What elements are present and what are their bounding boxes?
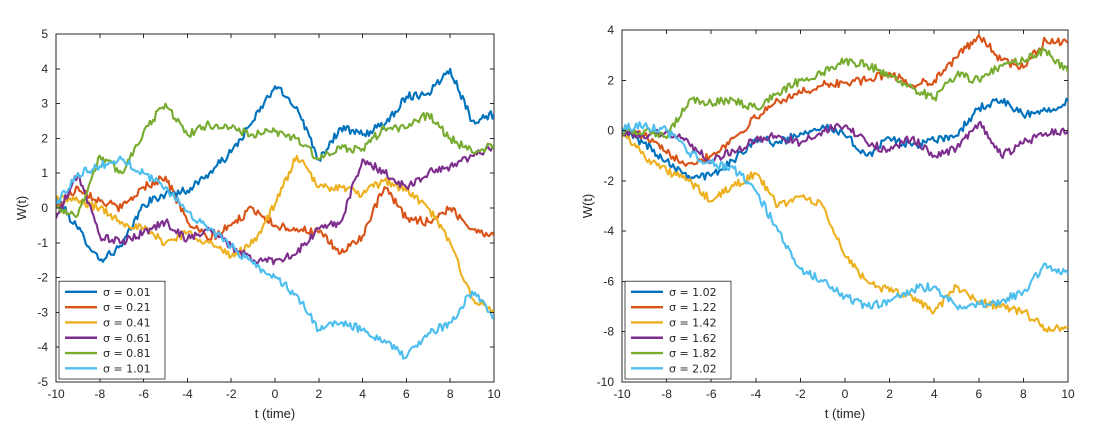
series-line-2 (56, 175, 494, 255)
y-tick-label: -2 (603, 174, 614, 188)
y-tick-label: -10 (597, 375, 615, 389)
series-line-5 (622, 46, 1068, 140)
x-tick-label: -10 (47, 387, 65, 401)
x-tick-label: -8 (661, 387, 672, 401)
y-tick-label: 4 (41, 62, 48, 76)
x-tick-label: -6 (706, 387, 717, 401)
y-tick-label: -5 (37, 375, 48, 389)
y-axis-label: W(t) (14, 196, 29, 221)
x-tick-label: -8 (94, 387, 105, 401)
legend-label-4: σ = 1.62 (669, 332, 717, 345)
y-tick-label: -8 (603, 325, 614, 339)
x-tick-label: 0 (272, 387, 279, 401)
x-tick-label: 10 (1061, 387, 1075, 401)
x-tick-label: -2 (795, 387, 806, 401)
series-line-3 (56, 154, 494, 314)
legend-label-2: σ = 0.21 (103, 301, 151, 314)
y-tick-label: -4 (603, 224, 614, 238)
legend-label-3: σ = 1.42 (669, 316, 717, 329)
series-line-4 (56, 144, 494, 266)
y-tick-label: 3 (41, 97, 48, 111)
y-tick-label: 0 (607, 124, 614, 138)
y-tick-label: -3 (37, 305, 48, 319)
legend-box (624, 280, 732, 380)
x-tick-label: 4 (931, 387, 938, 401)
series-line-6 (56, 155, 494, 360)
x-tick-label: 6 (975, 387, 982, 401)
y-tick-label: 0 (41, 201, 48, 215)
chart-panel-2: -10 -8 -6 -4 -2 0 2 4 6 8 10 -10 -8 -6 -4 -2 0 2 4 t (time)… (580, 23, 1075, 421)
y-tick-label: 4 (607, 23, 614, 37)
series-line-2 (622, 33, 1068, 168)
legend-label-2: σ = 1.22 (669, 301, 717, 314)
series-lines (56, 67, 494, 360)
x-tick-label: -4 (182, 387, 193, 401)
series-line-5 (56, 102, 494, 219)
series-line-1 (622, 97, 1068, 181)
x-tick-label: 2 (886, 387, 893, 401)
series-lines (622, 33, 1068, 333)
legend-label-1: σ = 0.01 (103, 286, 151, 299)
x-tick-label: 6 (403, 387, 410, 401)
legend-label-4: σ = 0.61 (103, 332, 151, 345)
y-tick-label: -6 (603, 274, 614, 288)
y-tick-label: 1 (41, 166, 48, 180)
y-axis-label: W(t) (580, 194, 595, 219)
legend-label-5: σ = 1.82 (669, 347, 717, 360)
axes-frame (621, 29, 1069, 383)
legend-label-5: σ = 0.81 (103, 347, 151, 360)
legend-label-6: σ = 2.02 (669, 362, 717, 375)
x-tick-label: -2 (226, 387, 237, 401)
y-tick-label: -4 (37, 340, 48, 354)
x-tick-label: 10 (487, 387, 501, 401)
legend-box (58, 280, 166, 380)
y-tick-label: 5 (41, 27, 48, 41)
series-line-4 (622, 120, 1068, 165)
legend-label-6: σ = 1.01 (103, 362, 151, 375)
x-axis-label: t (time) (255, 406, 295, 421)
x-tick-label: 8 (447, 387, 454, 401)
x-tick-label: -10 (613, 387, 631, 401)
x-tick-label: -4 (750, 387, 761, 401)
x-tick-label: 4 (359, 387, 366, 401)
series-line-3 (622, 130, 1068, 333)
series-line-1 (56, 67, 494, 263)
y-tick-label: 2 (607, 73, 614, 87)
legend-label-3: σ = 0.41 (103, 316, 151, 329)
x-tick-label: 8 (1020, 387, 1027, 401)
x-tick-label: 2 (315, 387, 322, 401)
y-tick-label: 2 (41, 131, 48, 145)
legend: σ = 0.01 σ = 0.21 σ = 0.41 σ = 0.61 σ = 0.81… (58, 280, 166, 380)
series-line-6 (622, 121, 1068, 311)
y-tick-label: -1 (37, 236, 48, 250)
legend: σ = 1.02 σ = 1.22 σ = 1.42 σ = 1.62 σ = 1.82… (624, 280, 732, 380)
x-axis-label: t (time) (825, 406, 865, 421)
legend-label-1: σ = 1.02 (669, 286, 717, 299)
x-tick-label: 0 (842, 387, 849, 401)
x-tick-label: -6 (138, 387, 149, 401)
y-tick-label: -2 (37, 271, 48, 285)
